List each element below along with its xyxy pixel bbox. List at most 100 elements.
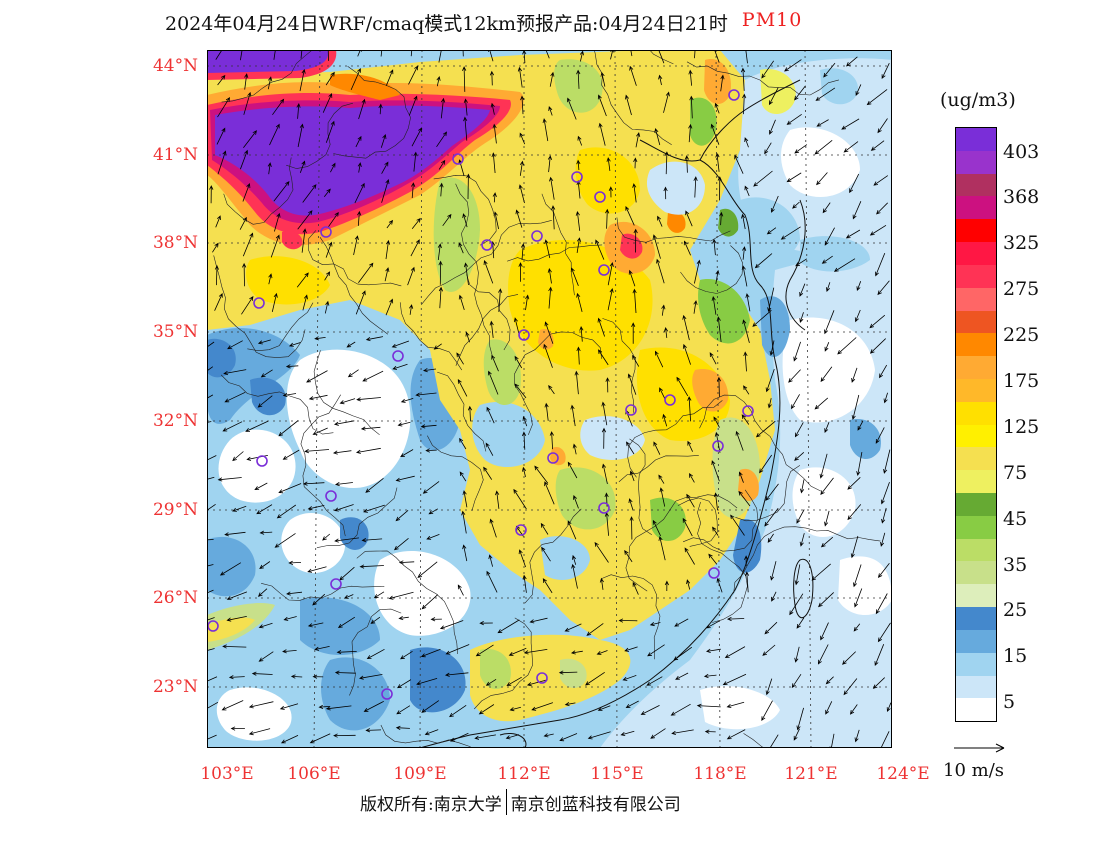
wind-vector bbox=[325, 120, 335, 143]
wind-vector bbox=[814, 139, 833, 155]
wind-vector bbox=[743, 385, 750, 395]
wind-vector bbox=[290, 674, 303, 679]
wind-vector bbox=[765, 678, 773, 696]
wind-vector bbox=[745, 50, 748, 64]
wind-vector bbox=[576, 346, 581, 365]
wind-vector bbox=[549, 71, 555, 87]
wind-vector bbox=[717, 176, 722, 201]
city-marker bbox=[452, 153, 464, 165]
wind-vector bbox=[224, 531, 246, 537]
wind-vector bbox=[843, 141, 859, 153]
city-marker bbox=[330, 578, 342, 590]
wind-vector bbox=[570, 267, 579, 286]
wind-vector bbox=[769, 734, 779, 748]
wind-vector bbox=[622, 675, 637, 681]
wind-vector bbox=[821, 255, 833, 264]
wind-vector bbox=[676, 376, 689, 397]
wind-vector bbox=[872, 677, 885, 689]
wind-vector bbox=[597, 705, 611, 711]
copyright-partner: 南京创蓝科技有限公司 bbox=[510, 794, 681, 815]
wind-vector bbox=[572, 443, 577, 455]
wind-vector bbox=[408, 65, 419, 85]
colorbar-label: 45 bbox=[1003, 508, 1028, 530]
wind-vector bbox=[259, 530, 273, 535]
wind-vector bbox=[207, 648, 215, 651]
wind-vector bbox=[475, 644, 494, 657]
wind-vector bbox=[232, 505, 247, 512]
wind-vector bbox=[207, 476, 215, 480]
south-region bbox=[207, 603, 631, 722]
wind-vector bbox=[719, 211, 724, 226]
wind-vector bbox=[239, 216, 247, 230]
wind-vector bbox=[577, 135, 583, 146]
colorbar-band bbox=[956, 584, 996, 608]
wind-vector bbox=[799, 283, 806, 297]
wind-vector bbox=[395, 475, 415, 482]
wind-vector bbox=[400, 449, 414, 458]
wind-vector bbox=[307, 505, 325, 511]
wind-vector bbox=[629, 470, 635, 482]
province-boundary bbox=[618, 455, 699, 483]
wind-vector bbox=[875, 593, 888, 615]
wind-vector bbox=[824, 510, 830, 527]
wind-vector bbox=[355, 290, 366, 315]
wind-vector bbox=[223, 369, 247, 376]
wind-vector bbox=[318, 704, 330, 709]
wind-vector bbox=[226, 591, 248, 600]
wind-vector bbox=[462, 490, 468, 508]
province-boundary bbox=[307, 230, 402, 287]
wind-vector bbox=[243, 91, 252, 115]
province-boundary bbox=[455, 294, 519, 366]
wind-vector bbox=[856, 281, 862, 292]
wind-vector bbox=[682, 517, 693, 537]
wind-vector bbox=[430, 617, 442, 622]
province-boundary bbox=[316, 487, 398, 548]
wind-vector bbox=[816, 172, 828, 186]
wind-vector bbox=[334, 537, 359, 543]
wind-vector bbox=[463, 116, 468, 141]
wind-vector bbox=[656, 258, 665, 284]
wind-vector bbox=[479, 621, 493, 626]
lat-label-32n: 32°N bbox=[152, 411, 198, 431]
wind-vector bbox=[605, 377, 610, 393]
wind-vector bbox=[771, 591, 777, 602]
wind-vector bbox=[285, 364, 299, 369]
title-main: 2024年04月24日WRF/cmaq模式12km预报产品:04月24日21时 bbox=[165, 13, 728, 35]
wind-vector bbox=[457, 584, 464, 596]
wind-vector bbox=[687, 396, 692, 422]
wind-vector bbox=[214, 264, 219, 286]
wind-vector bbox=[215, 50, 223, 60]
colorbar-band bbox=[956, 378, 996, 402]
wind-vector bbox=[855, 84, 862, 96]
wind-vector bbox=[658, 536, 666, 561]
province-boundary bbox=[213, 255, 306, 358]
wind-vector bbox=[620, 730, 635, 736]
wind-vector bbox=[513, 488, 527, 510]
wind-vector bbox=[625, 441, 635, 455]
wind-vector bbox=[594, 541, 609, 563]
wind-vector bbox=[359, 564, 384, 569]
wind-vector bbox=[522, 466, 527, 477]
wind-vector bbox=[744, 137, 749, 148]
wind-vector bbox=[654, 128, 661, 146]
wind-vector bbox=[847, 504, 862, 521]
city-marker bbox=[515, 524, 527, 536]
colorbar-band bbox=[956, 515, 996, 539]
wind-vector bbox=[212, 242, 219, 253]
wind-vector bbox=[886, 702, 892, 713]
wind-vector bbox=[744, 571, 750, 593]
wind-vector bbox=[327, 50, 329, 61]
wind-vector bbox=[531, 702, 554, 711]
wind-vector bbox=[883, 449, 891, 474]
wind-vector bbox=[548, 286, 553, 309]
wind-vector bbox=[489, 320, 494, 338]
wind-vector bbox=[366, 648, 385, 660]
wind-vector bbox=[297, 123, 304, 148]
wind-vector bbox=[299, 68, 306, 92]
colorbar-label: 403 bbox=[1003, 141, 1040, 163]
wind-vector bbox=[693, 300, 698, 314]
wind-vector bbox=[629, 65, 637, 86]
wind-vector bbox=[543, 733, 554, 738]
wind-vector bbox=[386, 219, 394, 229]
wind-vector bbox=[880, 731, 890, 748]
